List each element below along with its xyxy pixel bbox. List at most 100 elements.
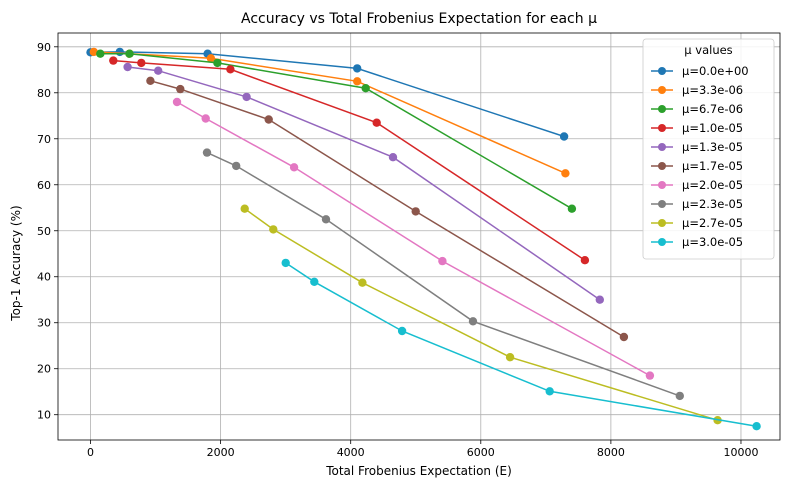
x-tick-label: 8000 — [597, 446, 625, 459]
data-point — [567, 204, 577, 213]
series-5 — [146, 76, 629, 342]
y-tick-label: 90 — [37, 41, 51, 54]
series-7 — [202, 148, 684, 401]
x-tick-label: 6000 — [467, 446, 495, 459]
legend-swatch-marker — [658, 143, 666, 151]
series-group — [86, 47, 761, 431]
legend-label: μ=1.0e-05 — [682, 121, 743, 135]
data-point — [645, 371, 655, 380]
legend-item: μ=0.0e+00 — [651, 64, 749, 78]
x-tick-label: 10000 — [723, 446, 758, 459]
legend-swatch-marker — [658, 67, 666, 75]
legend-item: μ=3.3e-06 — [651, 83, 743, 97]
x-tick-label: 4000 — [337, 446, 365, 459]
series-9 — [281, 258, 761, 431]
legend-item: μ=3.0e-05 — [651, 235, 743, 249]
data-point — [353, 64, 362, 73]
data-point — [358, 278, 367, 287]
legend-item: μ=2.3e-05 — [651, 197, 743, 211]
data-point — [96, 49, 105, 58]
data-point — [146, 76, 155, 86]
legend-label: μ=2.0e-05 — [682, 178, 743, 192]
data-point — [289, 163, 299, 172]
data-point — [109, 56, 118, 65]
series-6 — [172, 97, 655, 380]
legend-item: μ=2.0e-05 — [651, 178, 743, 192]
y-tick-label: 80 — [37, 87, 51, 100]
data-point — [397, 326, 407, 336]
legend-swatch-marker — [658, 219, 666, 227]
data-point — [675, 391, 684, 401]
data-point — [559, 132, 569, 141]
legend-title: μ values — [684, 43, 732, 57]
data-point — [361, 84, 370, 93]
y-tick-label: 10 — [37, 409, 51, 422]
legend-swatch-marker — [658, 200, 666, 208]
legend-label: μ=6.7e-06 — [682, 102, 743, 116]
y-axis-label: Top-1 Accuracy (%) — [9, 205, 23, 321]
y-tick-label: 40 — [37, 271, 51, 284]
data-point — [232, 161, 241, 171]
x-tick-label: 0 — [87, 446, 94, 459]
y-tick-label: 30 — [37, 317, 51, 330]
data-point — [240, 204, 249, 213]
data-point — [242, 92, 251, 102]
data-point — [269, 225, 278, 234]
data-point — [505, 353, 515, 362]
data-point — [468, 317, 478, 326]
data-point — [619, 332, 629, 342]
legend-label: μ=1.3e-05 — [682, 140, 743, 154]
data-point — [123, 62, 132, 72]
legend: μ values μ=0.0e+00 μ=3.3e-06 μ=6.7e-06 μ=1.0… — [642, 38, 775, 260]
data-point — [202, 148, 212, 157]
y-tick-label: 50 — [37, 225, 51, 238]
data-point — [580, 256, 590, 265]
legend-item: μ=1.3e-05 — [651, 140, 743, 154]
data-point — [321, 215, 331, 224]
legend-item: μ=1.7e-05 — [651, 159, 743, 173]
legend-label: μ=2.3e-05 — [682, 197, 743, 211]
y-tick-label: 70 — [37, 133, 51, 146]
x-axis-label: Total Frobenius Expectation (E) — [325, 464, 512, 478]
data-point — [264, 115, 273, 124]
legend-swatch-marker — [658, 238, 666, 246]
data-point — [89, 47, 99, 57]
legend-box — [642, 38, 775, 260]
legend-label: μ=0.0e+00 — [682, 64, 749, 78]
data-point — [388, 153, 398, 162]
data-point — [545, 387, 554, 396]
series-3 — [109, 56, 590, 265]
data-point — [372, 118, 381, 127]
data-point — [154, 66, 163, 75]
data-point — [206, 54, 216, 63]
axes: 0 2000 4000 6000 8000 10000 10 20 30 40 50 60 70 80 90 — [37, 32, 781, 459]
legend-item: μ=2.7e-05 — [651, 216, 743, 230]
data-point — [561, 169, 570, 178]
data-point — [176, 84, 185, 94]
data-point — [310, 277, 319, 286]
y-tick-label: 20 — [37, 363, 51, 376]
legend-item: μ=1.0e-05 — [651, 121, 743, 135]
legend-swatch-marker — [658, 181, 666, 189]
x-tick-label: 2000 — [207, 446, 235, 459]
legend-label: μ=1.7e-05 — [682, 159, 743, 173]
legend-swatch-marker — [658, 162, 666, 170]
data-point — [438, 256, 447, 266]
legend-label: μ=3.0e-05 — [682, 235, 743, 249]
data-point — [172, 97, 182, 107]
chart-title: Accuracy vs Total Frobenius Expectation … — [241, 11, 597, 27]
legend-swatch-marker — [658, 124, 666, 132]
data-point — [115, 47, 125, 57]
series-2 — [96, 49, 577, 213]
plot-frame — [57, 32, 781, 441]
data-point — [752, 422, 761, 431]
legend-swatch-marker — [658, 105, 666, 113]
data-point — [137, 58, 146, 68]
series-4 — [123, 62, 604, 304]
data-point — [125, 49, 134, 58]
data-point — [213, 58, 222, 68]
data-point — [281, 258, 290, 268]
data-point — [595, 295, 604, 304]
legend-label: μ=3.3e-06 — [682, 83, 743, 97]
